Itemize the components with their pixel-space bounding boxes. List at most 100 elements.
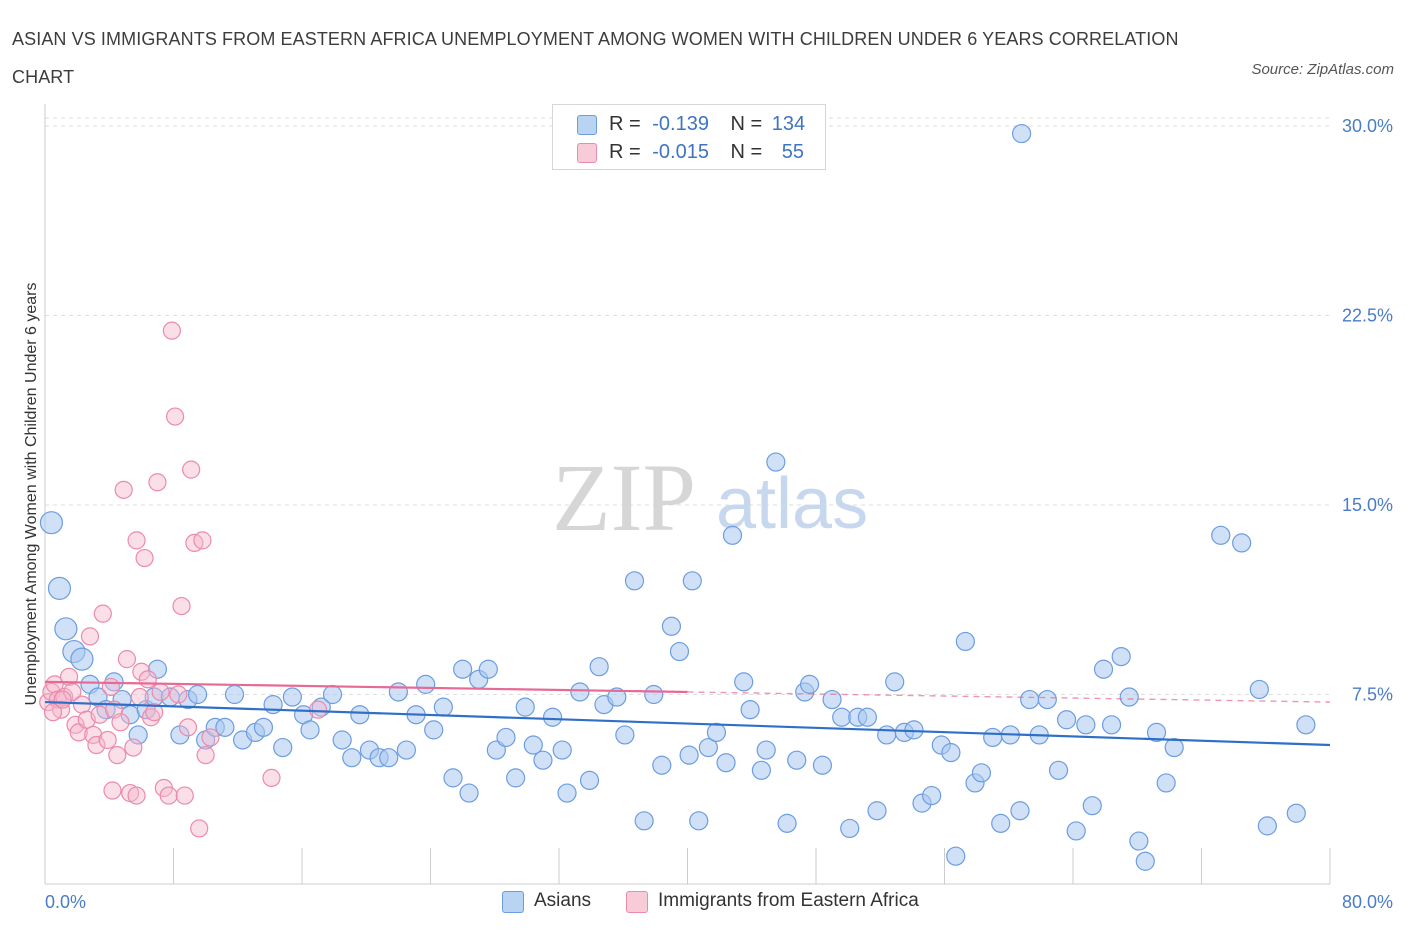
asian-point <box>669 641 690 662</box>
immigrant-point <box>84 725 103 745</box>
immigrants-trend-line-extension <box>687 691 1331 703</box>
asian-point <box>424 720 444 740</box>
asian-point <box>983 727 1003 748</box>
y-tick-label: 22.5% <box>1342 306 1393 326</box>
asian-point <box>652 755 672 775</box>
asian-point <box>47 576 72 600</box>
asian-point <box>1101 715 1122 735</box>
immigrant-point <box>182 460 201 479</box>
asian-point <box>332 730 352 750</box>
asian-point <box>443 768 463 788</box>
watermark-atlas: atlas <box>716 464 868 544</box>
asian-point <box>1249 679 1269 700</box>
asian-point <box>787 750 807 770</box>
asian-point <box>589 657 609 677</box>
asian-point <box>1037 689 1057 710</box>
asian-point <box>1111 646 1131 667</box>
asian-point <box>1066 821 1086 841</box>
asian-point <box>54 617 78 641</box>
legend-swatch-immigrants <box>577 143 597 163</box>
x-tick-marks <box>44 848 1331 884</box>
asian-point <box>570 682 590 702</box>
asian-point <box>70 647 94 671</box>
asian-point <box>1076 715 1096 735</box>
asian-point <box>716 753 736 773</box>
asian-point <box>682 571 702 591</box>
asian-point <box>679 745 699 765</box>
asian-point <box>515 697 535 717</box>
asian-point <box>624 571 645 591</box>
immigrant-point <box>190 819 209 838</box>
correlation-legend: R = -0.139 N = 134 R = -0.015 N = 55 <box>552 104 826 170</box>
immigrant-point <box>141 708 161 727</box>
asian-point <box>1135 851 1155 871</box>
immigrant-point <box>166 407 185 426</box>
asian-point <box>1164 737 1184 758</box>
asian-point <box>416 674 436 694</box>
asian-point <box>1211 525 1231 545</box>
asian-point <box>396 740 417 760</box>
immigrant-point <box>45 675 64 694</box>
asian-point <box>215 717 235 737</box>
immigrant-point <box>159 786 178 805</box>
asian-point <box>552 740 572 760</box>
asian-point <box>322 684 343 705</box>
asian-point <box>557 783 577 803</box>
asian-point <box>187 684 208 705</box>
watermark: ZIP atlas <box>552 444 868 551</box>
bottom-legend-label-asians: Asians <box>534 890 592 911</box>
asian-point <box>453 659 473 679</box>
immigrant-point <box>103 781 122 800</box>
legend-stats-asians: R = -0.139 N = 134 <box>609 111 805 137</box>
immigrant-point <box>124 738 143 757</box>
y-axis-label: Unemployment Among Women with Children U… <box>23 282 40 705</box>
legend-r-label: R = <box>609 141 641 163</box>
asian-point <box>1129 831 1149 851</box>
immigrant-point <box>193 531 212 550</box>
chart-source: Source: ZipAtlas.com <box>1251 61 1394 78</box>
immigrant-point <box>135 548 154 568</box>
asian-point <box>1093 659 1114 679</box>
immigrant-point <box>151 682 170 702</box>
asian-point <box>867 801 887 821</box>
asian-point <box>877 725 897 745</box>
asian-point <box>971 763 992 783</box>
asian-point <box>615 725 635 745</box>
trend-lines <box>44 680 1331 747</box>
watermark-zip: ZIP <box>552 444 696 551</box>
immigrant-point <box>172 596 191 616</box>
immigrant-point <box>262 768 281 787</box>
asian-point <box>734 672 754 692</box>
asian-point <box>506 768 526 788</box>
asian-point <box>607 687 627 707</box>
asian-point <box>799 674 820 694</box>
y-tick-label: 15.0% <box>1342 495 1393 515</box>
asian-point <box>777 813 797 833</box>
asian-point <box>822 689 842 710</box>
asian-point <box>342 748 362 768</box>
asian-point <box>832 707 852 727</box>
asian-point <box>840 818 860 839</box>
asian-point <box>1232 533 1252 553</box>
asian-point <box>885 672 905 692</box>
asian-point <box>1048 760 1069 780</box>
asian-point <box>634 811 654 831</box>
asian-point <box>273 737 293 758</box>
asian-point <box>433 697 453 717</box>
asian-point <box>740 700 760 720</box>
asian-point <box>1286 803 1306 823</box>
asian-point <box>1020 689 1040 710</box>
asian-point <box>459 783 479 803</box>
asian-point <box>751 760 771 780</box>
asian-point <box>698 737 718 758</box>
asian-point <box>523 735 543 755</box>
immigrant-point <box>178 718 198 737</box>
legend-n-label: N = <box>730 113 763 135</box>
asian-point <box>542 707 563 727</box>
bottom-legend-label-immigrants: Immigrants from Eastern Africa <box>658 890 919 911</box>
asian-point <box>1156 773 1176 793</box>
asian-point <box>706 722 727 743</box>
immigrant-point <box>93 604 112 623</box>
asian-point <box>350 705 370 725</box>
asian-point <box>1146 722 1167 743</box>
